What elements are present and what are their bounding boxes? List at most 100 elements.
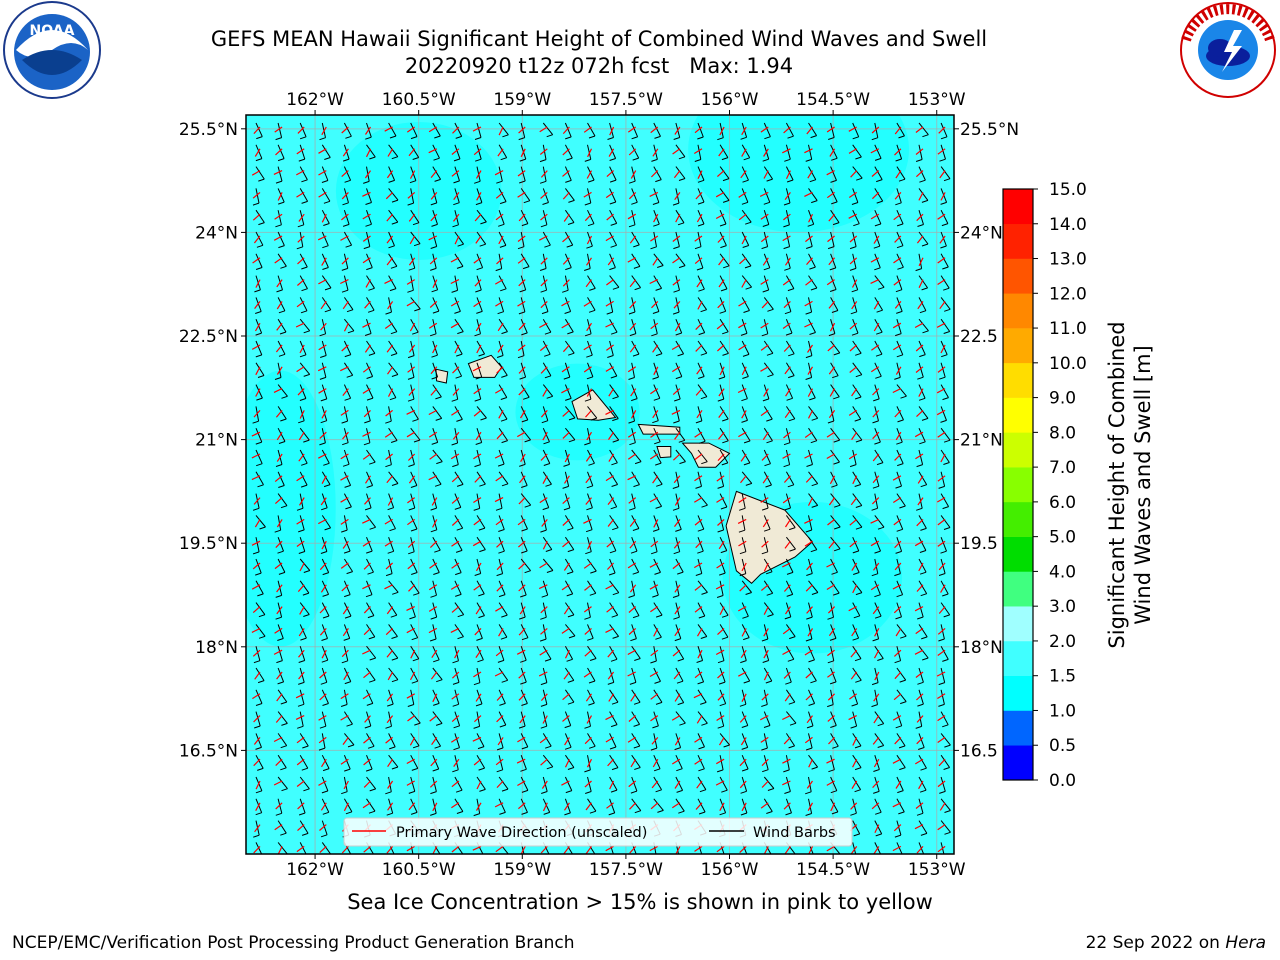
- wind-barb: [785, 406, 796, 420]
- wind-barb: [388, 449, 392, 465]
- wind-barb: [808, 471, 819, 485]
- wave-arrow: [674, 192, 681, 201]
- wind-barb-flag: [700, 701, 707, 705]
- wind-barb: [675, 515, 682, 530]
- wave-arrow: [719, 366, 725, 376]
- wave-arrow: [317, 235, 327, 241]
- wave-arrow: [454, 649, 460, 659]
- wind-barb-flag: [275, 812, 282, 816]
- wave-arrow: [387, 366, 394, 375]
- wind-barb-flag: [278, 353, 286, 357]
- wind-barb: [719, 427, 729, 442]
- wave-arrow: [539, 344, 548, 352]
- lat-label-right: 16.5: [960, 741, 998, 761]
- wind-barb-flag: [723, 265, 730, 269]
- wave-arrow: [430, 388, 438, 396]
- wave-arrow: [740, 170, 747, 179]
- wind-barb-flag: [259, 526, 266, 530]
- wind-barb: [321, 558, 330, 573]
- wave-arrow: [694, 736, 703, 743]
- wind-barb: [520, 362, 527, 378]
- wave-arrow: [275, 802, 283, 810]
- wind-barb: [366, 384, 374, 399]
- wave-arrow: [760, 279, 769, 285]
- wave-arrow: [718, 148, 725, 157]
- wind-barb-flag: [763, 201, 770, 205]
- wind-barb-flag: [896, 223, 904, 227]
- wind-barb-flag: [456, 483, 464, 487]
- wind-barb: [564, 318, 574, 333]
- wind-barb-flag: [765, 484, 772, 488]
- colorbar-label: 10.0: [1049, 354, 1087, 374]
- wave-arrow: [827, 715, 835, 722]
- wave-arrow: [873, 322, 880, 332]
- wind-barb-flag: [897, 856, 903, 858]
- wind-barb-flag: [588, 702, 595, 706]
- wave-arrow: [627, 431, 637, 438]
- wind-barb: [697, 362, 705, 377]
- wind-barb-flag: [324, 157, 331, 160]
- wind-barb-flag: [700, 396, 708, 400]
- colorbar-label: 12.0: [1049, 284, 1087, 304]
- wave-arrow: [653, 628, 659, 637]
- wind-barb: [498, 362, 508, 376]
- wind-barb-flag: [918, 397, 926, 401]
- wave-arrow: [652, 475, 659, 484]
- wind-barb-flag: [877, 286, 885, 290]
- wind-barb-flag: [524, 504, 531, 508]
- wave-arrow: [826, 758, 835, 764]
- wave-arrow: [362, 388, 371, 394]
- wave-arrow: [341, 649, 349, 658]
- wave-arrow: [739, 257, 747, 265]
- wind-barb-flag: [741, 768, 749, 772]
- wind-barb: [896, 602, 902, 618]
- wave-arrow: [518, 562, 526, 570]
- wave-arrow: [276, 671, 283, 680]
- wave-arrow: [870, 213, 880, 220]
- wave-arrow: [826, 584, 835, 591]
- wave-arrow: [607, 758, 615, 767]
- wind-barb-flag: [431, 354, 438, 358]
- wind-barb-flag: [743, 462, 751, 466]
- wind-barb: [631, 624, 637, 639]
- wave-arrow: [540, 453, 548, 461]
- wind-barb: [631, 515, 640, 529]
- wind-barb: [321, 231, 329, 246]
- wave-arrow: [432, 279, 438, 289]
- wind-barb-flag: [431, 289, 438, 293]
- wave-arrow: [739, 715, 747, 723]
- wind-barb-flag: [496, 355, 504, 358]
- wind-barb-flag: [851, 289, 858, 293]
- wind-barb-flag: [783, 464, 790, 468]
- wave-arrow: [894, 235, 902, 243]
- wind-barb: [697, 798, 706, 813]
- wind-barb-flag: [565, 136, 572, 140]
- wave-arrow: [783, 475, 791, 483]
- wind-barb-flag: [297, 703, 305, 707]
- wave-arrow: [807, 628, 814, 637]
- wind-barb: [697, 711, 708, 724]
- wave-arrow: [937, 715, 946, 722]
- wave-arrow: [628, 191, 637, 200]
- wave-arrow: [318, 518, 327, 525]
- wind-barb-flag: [942, 266, 949, 270]
- wind-barb-flag: [921, 417, 929, 421]
- wind-barb: [852, 319, 859, 334]
- wind-barb-flag: [498, 529, 505, 532]
- wave-arrow: [495, 758, 504, 766]
- wave-arrow: [274, 497, 283, 505]
- wind-barb: [388, 754, 399, 768]
- wind-barb-flag: [745, 592, 752, 595]
- wind-barb: [874, 253, 881, 268]
- wind-barb: [697, 733, 705, 748]
- wave-arrow: [584, 649, 592, 657]
- wind-barb-flag: [697, 223, 705, 227]
- wind-barb: [277, 144, 285, 159]
- wind-barb: [896, 580, 904, 595]
- wave-arrow: [895, 170, 902, 179]
- wave-arrow: [828, 213, 836, 222]
- wind-barb-flag: [408, 464, 415, 467]
- wind-barb: [366, 493, 372, 509]
- wind-barb-flag: [410, 485, 418, 488]
- wave-arrow: [918, 562, 924, 572]
